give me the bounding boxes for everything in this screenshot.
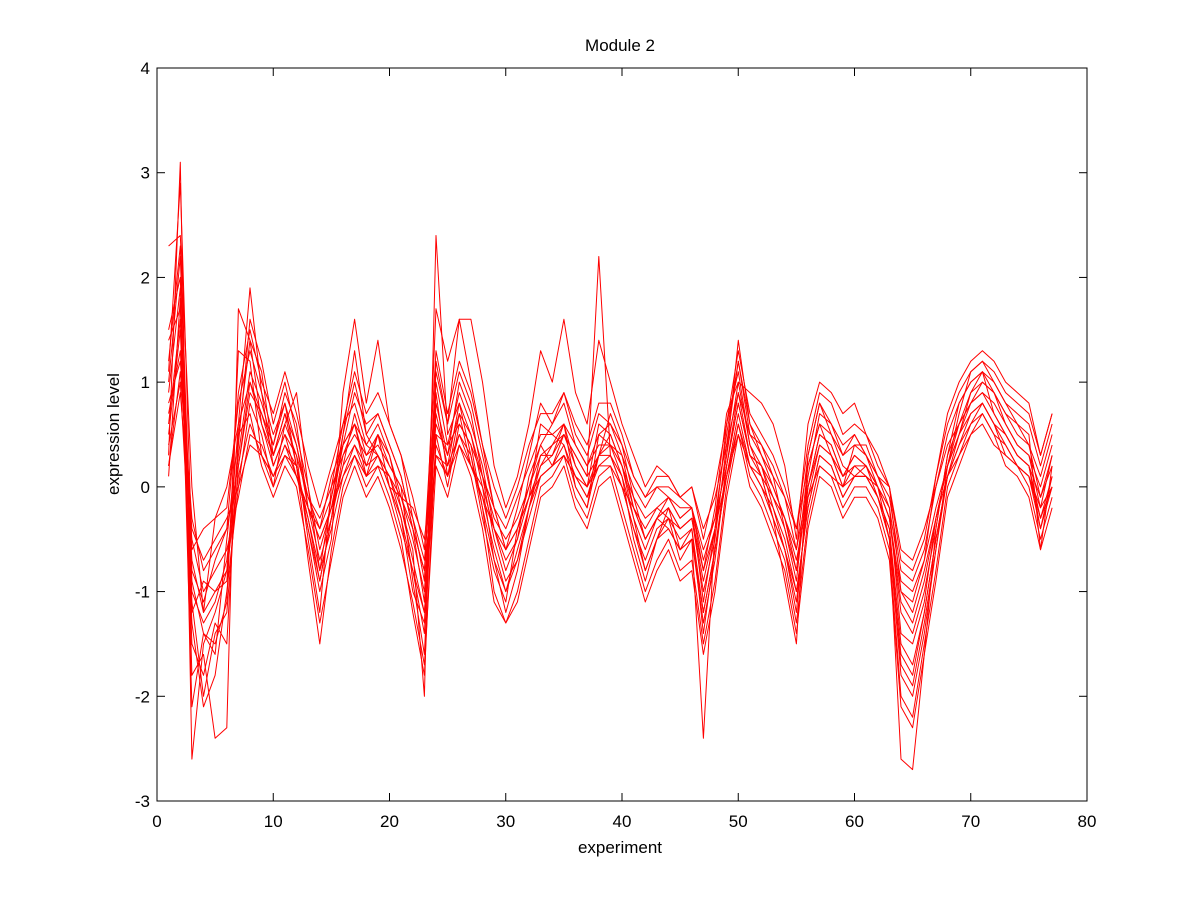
y-tick-label: -2 bbox=[135, 687, 150, 706]
y-axis-ticks: -3 -2 -1 0 1 2 3 4 bbox=[135, 59, 1087, 811]
x-tick-label: 60 bbox=[845, 812, 864, 831]
x-axis-ticks: 0 10 20 30 40 50 60 70 80 bbox=[152, 68, 1096, 831]
x-tick-label: 10 bbox=[264, 812, 283, 831]
y-tick-label: -1 bbox=[135, 583, 150, 602]
x-axis-label: experiment bbox=[578, 838, 662, 857]
x-tick-label: 40 bbox=[613, 812, 632, 831]
x-tick-label: 0 bbox=[152, 812, 161, 831]
series-line-3 bbox=[168, 245, 1053, 655]
x-tick-label: 50 bbox=[729, 812, 748, 831]
x-tick-label: 80 bbox=[1078, 812, 1097, 831]
y-tick-label: 0 bbox=[141, 478, 150, 497]
series-line-13 bbox=[168, 182, 1053, 561]
x-tick-label: 70 bbox=[961, 812, 980, 831]
y-tick-label: 4 bbox=[141, 59, 150, 78]
series-line-12 bbox=[168, 318, 1053, 729]
x-tick-label: 30 bbox=[496, 812, 515, 831]
x-tick-label: 20 bbox=[380, 812, 399, 831]
series-line-9 bbox=[168, 297, 1053, 708]
series-line-14 bbox=[168, 287, 1053, 676]
y-tick-label: -3 bbox=[135, 792, 150, 811]
y-axis-label: expression level bbox=[104, 373, 123, 495]
series-line-7 bbox=[168, 276, 1053, 739]
y-tick-label: 3 bbox=[141, 164, 150, 183]
series-lines bbox=[168, 161, 1053, 771]
series-line-15 bbox=[168, 371, 1053, 613]
y-tick-label: 2 bbox=[141, 268, 150, 287]
y-tick-label: 1 bbox=[141, 373, 150, 392]
chart-title: Module 2 bbox=[585, 36, 655, 55]
series-line-16 bbox=[168, 308, 1053, 603]
